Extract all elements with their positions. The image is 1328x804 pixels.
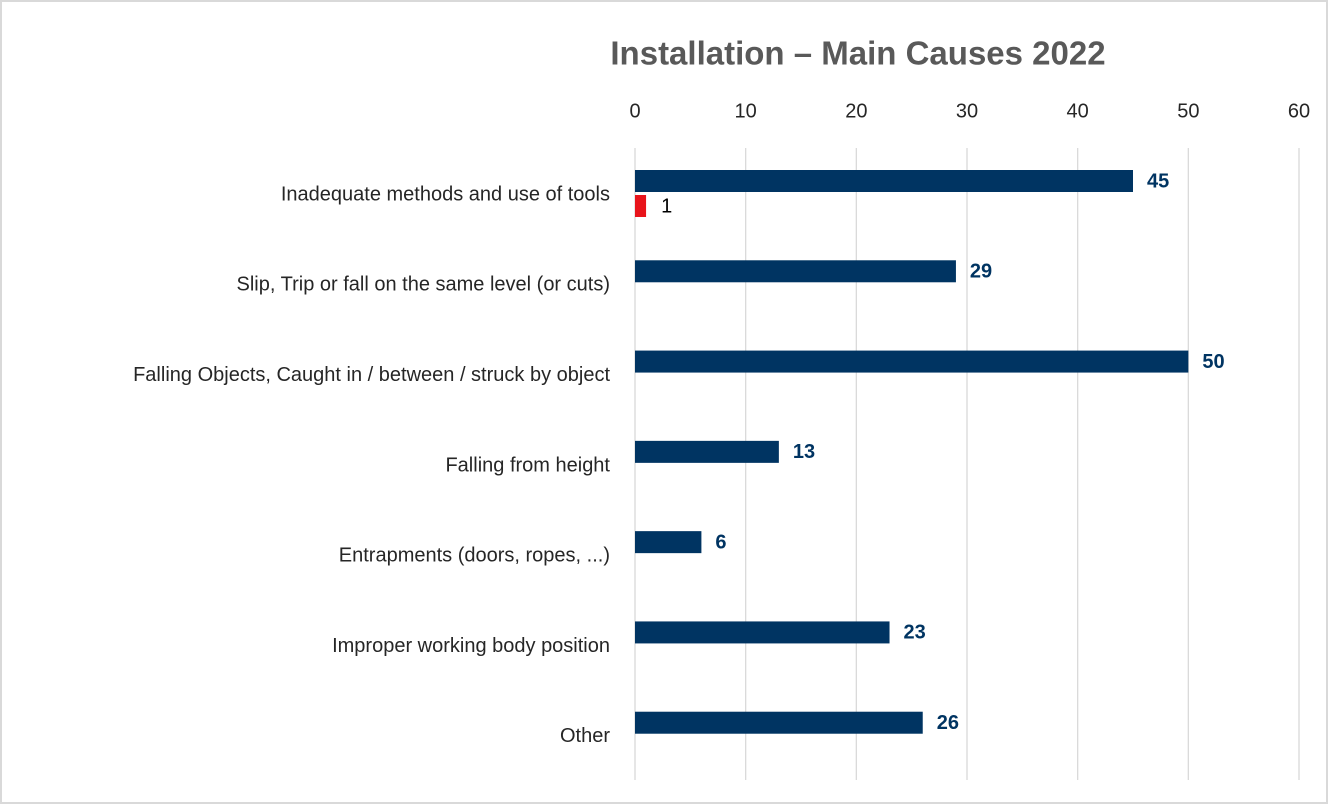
- data-label: 26: [937, 712, 959, 734]
- x-tick-label: 50: [1177, 100, 1199, 122]
- category-label: Other: [560, 725, 610, 747]
- x-tick-label: 60: [1288, 100, 1310, 122]
- x-tick-label: 20: [845, 100, 867, 122]
- category-label: Falling from height: [445, 454, 610, 476]
- category-label: Improper working body position: [332, 635, 610, 657]
- data-label: 6: [715, 531, 726, 553]
- category-label: Entrapments (doors, ropes, ...): [339, 545, 610, 567]
- data-label: 1: [661, 195, 672, 217]
- data-label: 45: [1147, 170, 1169, 192]
- category-label: Inadequate methods and use of tools: [281, 183, 610, 205]
- bar: [635, 621, 890, 644]
- category-label: Slip, Trip or fall on the same level (or…: [237, 274, 610, 296]
- bar: [635, 260, 956, 283]
- data-label: 23: [904, 622, 926, 644]
- bar: [635, 195, 647, 217]
- data-label: 13: [793, 441, 815, 463]
- bar: [635, 440, 779, 463]
- category-label: Falling Objects, Caught in / between / s…: [133, 364, 610, 386]
- x-tick-label: 0: [629, 100, 640, 122]
- bar: [635, 170, 1133, 192]
- x-tick-label: 10: [735, 100, 757, 122]
- data-label: 50: [1202, 351, 1224, 373]
- x-tick-label: 30: [956, 100, 978, 122]
- bar: [635, 350, 1189, 373]
- x-tick-label: 40: [1067, 100, 1089, 122]
- bar: [635, 531, 702, 554]
- chart-title: Installation – Main Causes 2022: [610, 35, 1105, 72]
- bar: [635, 711, 923, 734]
- data-label: 29: [970, 261, 992, 283]
